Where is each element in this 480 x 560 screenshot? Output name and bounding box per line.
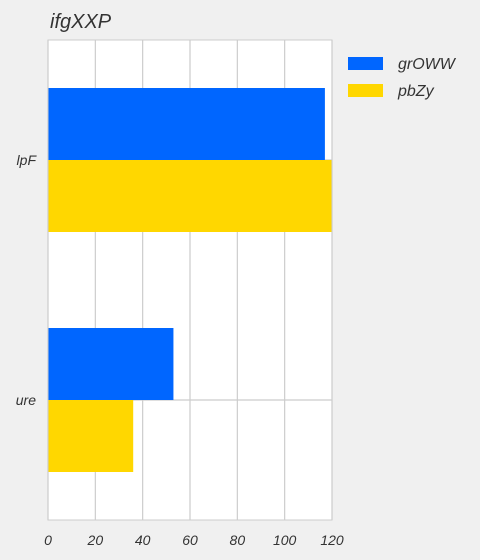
y-tick-label: lpF <box>17 152 38 168</box>
y-axis-ticks: lpF ure <box>16 152 38 408</box>
x-axis-ticks: 0 20 40 60 80 100 120 <box>44 532 344 548</box>
x-tick-label: 100 <box>273 532 297 548</box>
legend-label: pbZy <box>397 83 435 100</box>
y-tick-label: ure <box>16 392 36 408</box>
bar-pbZy-ure <box>48 400 134 472</box>
x-tick-label: 0 <box>44 532 52 548</box>
x-tick-label: 120 <box>320 532 344 548</box>
plot-frame <box>47 39 333 521</box>
chart-title: ifgXXP <box>50 11 112 33</box>
x-tick-label: 20 <box>87 532 104 548</box>
bar-pbZy-lpF <box>48 160 332 232</box>
legend-swatch <box>348 57 383 70</box>
x-tick-label: 60 <box>182 532 198 548</box>
legend-label: grOWW <box>398 56 457 73</box>
legend-swatch <box>348 84 383 97</box>
bar-grOWW-ure <box>48 328 174 400</box>
bar-grOWW-lpF <box>48 88 325 160</box>
x-tick-label: 80 <box>230 532 246 548</box>
x-tick-label: 40 <box>135 532 151 548</box>
legend: grOWW pbZy <box>348 56 457 100</box>
bars <box>48 88 332 472</box>
